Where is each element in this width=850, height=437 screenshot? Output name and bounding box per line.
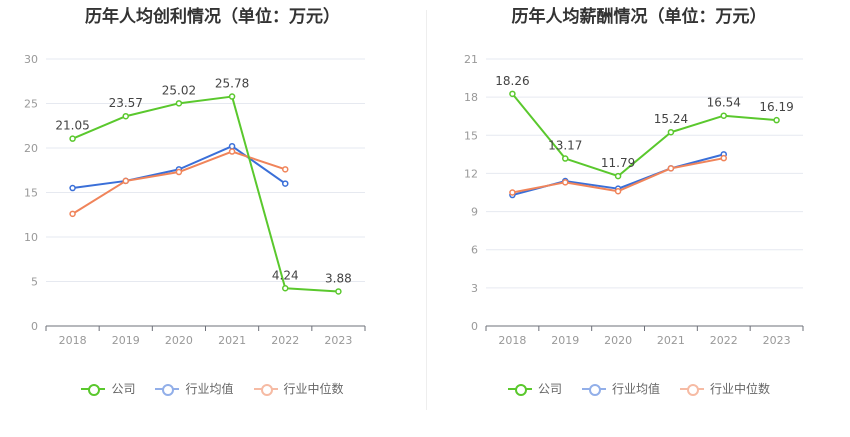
chart-legend: 公司 行业均值 行业中位数	[0, 380, 425, 397]
data-label: 21.05	[55, 119, 89, 133]
data-label: 16.19	[759, 100, 793, 114]
legend-label: 行业均值	[185, 382, 234, 396]
y-tick-label: 10	[24, 231, 38, 244]
chart-right-panel: 历年人均薪酬情况（单位：万元） 0 3 6 9 12 15 18 21 2018 2019 2020…	[428, 0, 850, 437]
y-tick-label: 0	[31, 320, 38, 333]
chart-title: 历年人均薪酬情况（单位：万元）	[511, 7, 767, 27]
y-tick-label: 18	[464, 91, 478, 104]
data-label: 4.24	[272, 268, 299, 282]
y-tick-label: 0	[471, 320, 478, 333]
x-tick-label: 2018	[59, 334, 87, 347]
data-point	[69, 184, 76, 192]
x-tick-label: 2020	[165, 334, 193, 347]
legend-label: 行业均值	[611, 382, 660, 396]
x-tick-label: 2018	[498, 334, 526, 347]
data-point	[175, 100, 183, 107]
legend-line-marker-icon	[680, 383, 704, 396]
y-tick-label: 15	[464, 129, 478, 142]
data-label: 16.54	[707, 96, 741, 110]
data-label: 25.78	[215, 77, 249, 91]
x-tick-label: 2019	[112, 334, 140, 347]
x-tick-label: 2023	[763, 334, 791, 347]
data-label: 13.17	[548, 139, 582, 153]
data-point	[228, 142, 236, 150]
data-point	[175, 168, 183, 176]
legend-item-company[interactable]: 公司	[81, 380, 135, 397]
data-point	[69, 210, 76, 218]
y-tick-label: 5	[31, 276, 38, 289]
data-point	[282, 180, 289, 187]
legend-line-marker-icon	[507, 383, 532, 396]
y-tick-label: 20	[24, 142, 38, 155]
chart-left-plot: 0 5 10 15 20 25 30 2018 2019 2020 2021 2022 2023 21.0…	[24, 53, 366, 347]
data-point	[122, 177, 129, 185]
legend-line-marker-icon	[81, 383, 106, 396]
y-tick-label: 9	[471, 206, 478, 219]
legend-item-industry-mean[interactable]: 行业均值	[581, 380, 660, 397]
legend-line-marker-icon	[253, 383, 278, 396]
data-label: 3.88	[325, 271, 352, 285]
y-tick-label: 12	[464, 167, 478, 180]
x-tick-label: 2023	[324, 334, 352, 347]
data-point	[667, 128, 675, 136]
data-point	[509, 90, 516, 98]
data-point	[720, 154, 727, 162]
x-tick-label: 2021	[218, 334, 246, 347]
data-point	[228, 148, 236, 155]
y-tick-label: 15	[24, 187, 38, 200]
data-label: 11.79	[601, 156, 635, 170]
data-point	[282, 166, 289, 173]
panel-divider	[426, 10, 427, 410]
x-tick-label: 2020	[604, 334, 632, 347]
x-tick-label: 2022	[710, 334, 738, 347]
data-point	[562, 179, 569, 186]
data-point	[335, 288, 342, 295]
series-line	[72, 95, 339, 293]
legend-item-industry-median[interactable]: 行业中位数	[680, 380, 770, 397]
x-tick-label: 2021	[657, 334, 685, 347]
series-line	[511, 93, 777, 178]
data-point	[228, 93, 236, 100]
x-tick-label: 2022	[271, 334, 299, 347]
chart-title: 历年人均创利情况（单位：万元）	[85, 7, 340, 27]
legend-line-marker-icon	[155, 383, 180, 396]
x-tick-label: 2019	[551, 334, 579, 347]
legend-item-industry-median[interactable]: 行业中位数	[253, 380, 344, 397]
data-point	[667, 165, 675, 172]
data-point	[614, 187, 622, 195]
data-label: 18.26	[495, 74, 529, 88]
data-label: 15.24	[654, 112, 688, 126]
legend-label: 行业中位数	[283, 382, 344, 396]
data-point	[509, 189, 516, 196]
data-point	[122, 112, 129, 120]
data-point	[69, 135, 76, 142]
y-tick-label: 3	[471, 282, 478, 295]
y-tick-label: 6	[471, 244, 478, 257]
data-point	[562, 155, 569, 162]
legend-label: 行业中位数	[710, 382, 771, 396]
chart-left-panel: 历年人均创利情况（单位：万元） 0 5 10 15 20 25 30 2018 2019 2020…	[0, 7, 425, 397]
data-point	[773, 116, 780, 124]
data-point	[720, 112, 727, 119]
legend-item-industry-mean[interactable]: 行业均值	[155, 380, 234, 397]
legend-label: 公司	[537, 382, 562, 396]
data-label: 23.57	[109, 96, 143, 110]
y-tick-label: 21	[464, 53, 478, 66]
y-tick-label: 30	[24, 53, 38, 66]
chart-right-plot: 0 3 6 9 12 15 18 21 2018 2019 2020 2021 2022 2023 18.2…	[464, 53, 804, 347]
data-point	[614, 172, 622, 180]
legend-line-marker-icon	[581, 383, 606, 396]
chart-legend: 公司 行业均值 行业中位数	[428, 380, 850, 397]
data-point	[282, 285, 289, 292]
legend-item-company[interactable]: 公司	[507, 380, 562, 397]
y-tick-label: 25	[24, 98, 38, 111]
data-label: 25.02	[162, 83, 196, 97]
legend-label: 公司	[111, 382, 136, 396]
